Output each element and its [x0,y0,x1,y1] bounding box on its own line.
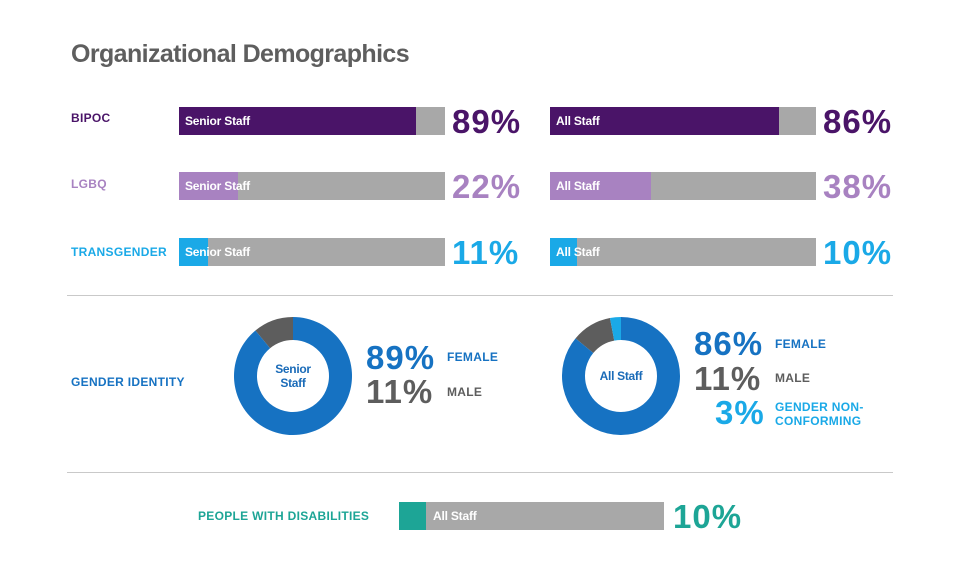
transgender-senior-bar: Senior Staff [179,238,445,266]
senior-female-pct: 89% [366,339,436,376]
transgender-all-bar: All Staff [550,238,816,266]
lgbq-senior-fill [179,172,238,200]
bipoc-all-bar-label: All Staff [556,114,600,128]
lgbq-all-fill [550,172,652,200]
row-label-gender-identity: GENDER IDENTITY [71,375,185,389]
senior-staff-donut-slice-0 [234,317,352,435]
all-gnc-label: GENDER NON-CONFORMING [775,400,864,428]
senior-female-label: FEMALE [447,350,499,364]
transgender-all-fill [550,238,577,266]
transgender-all-pct: 10% [823,234,893,271]
all-staff-donut: All Staff [561,316,681,436]
disabilities-fill [399,502,426,530]
disabilities-bar: All Staff [399,502,664,530]
senior-staff-donut: Senior Staff [233,316,353,436]
row-label-lgbq: LGBQ [71,177,107,191]
disabilities-pct: 10% [673,498,743,535]
all-female-pct: 86% [694,325,764,362]
transgender-all-bar-label: All Staff [556,245,600,259]
lgbq-senior-pct: 22% [452,168,522,205]
bipoc-all-pct: 86% [823,103,893,140]
row-label-transgender: TRANSGENDER [71,245,167,259]
bipoc-all-fill [550,107,779,135]
bipoc-senior-bar-label: Senior Staff [185,114,250,128]
all-staff-donut-slice-2 [609,317,621,341]
all-female-label: FEMALE [775,337,827,351]
transgender-senior-pct: 11% [452,234,520,271]
senior-staff-donut-slice-1 [255,317,293,349]
all-male-pct: 11% [694,360,762,397]
senior-staff-donut-center: Senior Staff [233,316,353,436]
lgbq-all-pct: 38% [823,168,893,205]
all-male-label: MALE [775,371,811,385]
senior-male-pct: 11% [366,373,434,410]
senior-staff-donut-label: Senior Staff [275,361,311,390]
row-label-bipoc: BIPOC [71,111,111,125]
all-staff-donut-svg [562,317,680,435]
row-label-disabilities: PEOPLE WITH DISABILITIES [198,509,370,523]
senior-male-label: MALE [447,385,483,399]
bipoc-senior-pct: 89% [452,103,522,140]
lgbq-all-bar: All Staff [550,172,816,200]
all-gnc-pct: 3% [715,394,765,431]
bipoc-senior-bar: Senior Staff [179,107,445,135]
divider-bottom [67,472,893,473]
all-staff-donut-slice-0 [562,317,680,435]
page-title: Organizational Demographics [71,40,410,68]
lgbq-senior-bar: Senior Staff [179,172,445,200]
lgbq-all-bar-label: All Staff [556,179,600,193]
transgender-senior-bar-label: Senior Staff [185,245,250,259]
disabilities-bar-label: All Staff [433,509,477,523]
all-staff-donut-center: All Staff [561,316,681,436]
bipoc-senior-fill [179,107,416,135]
bipoc-all-bar: All Staff [550,107,816,135]
divider-top [67,295,893,296]
lgbq-senior-bar-label: Senior Staff [185,179,250,193]
transgender-senior-fill [179,238,209,266]
senior-staff-donut-svg [234,317,352,435]
all-staff-donut-slice-1 [575,318,615,354]
all-staff-donut-label: All Staff [599,368,643,383]
